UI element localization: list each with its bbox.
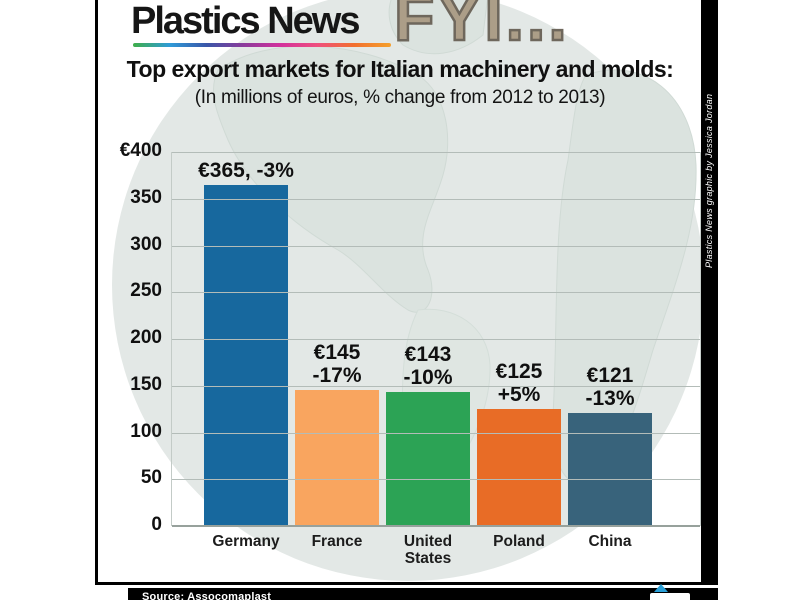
gridline [172, 198, 700, 200]
y-axis-tick-label: 250 [130, 280, 162, 302]
social-icon [654, 584, 668, 592]
gridline [172, 339, 700, 340]
bar-china: €121 -13% [568, 364, 652, 526]
bar-group-france: €145 -17% France [295, 152, 379, 550]
value-text: €145 [313, 341, 361, 365]
y-axis-tick-label: 150 [130, 373, 162, 395]
value-text: €125 [495, 360, 543, 384]
x-axis-label-china: China [588, 533, 632, 550]
gridline [172, 385, 700, 387]
source-bar: Source: Assocomaplast [128, 584, 718, 600]
pct-change-text: +5% [497, 383, 541, 407]
greenland-shape [388, 0, 488, 55]
pct-change-text: -17% [312, 364, 362, 388]
bar-value-label: €145 -17% [312, 341, 361, 387]
bar-value-label: €365, -3% [198, 159, 294, 182]
x-axis-label-united-states: United States [403, 533, 453, 567]
gridline [172, 152, 700, 153]
y-axis-tick-label: 200 [130, 327, 162, 348]
bar-france: €145 -17% [295, 341, 379, 526]
x-axis-label-france: France [311, 533, 363, 550]
value-text: €143 [404, 343, 452, 367]
chart-title: Top export markets for Italian machinery… [126, 56, 674, 82]
rainbow-underline [133, 43, 391, 47]
bar-germany: €365, -3% [198, 159, 294, 526]
y-axis-tick-label: €400 [119, 140, 162, 161]
x-axis-label-germany: Germany [212, 533, 280, 550]
y-axis-tick-label: 100 [130, 420, 162, 442]
gridline [172, 525, 700, 527]
pct-change-text: -10% [403, 366, 453, 390]
bar-united-states: €143 -10% [386, 343, 470, 526]
y-axis-tick-label: 0 [151, 514, 162, 535]
bar-chart-plot-area: €365, -3% Germany €145 -17% France [120, 140, 701, 567]
plastics-news-logo: Plastics News [131, 0, 391, 47]
gridline [172, 479, 700, 481]
social-chip-icon [650, 593, 690, 600]
x-axis-label-poland: Poland [493, 533, 545, 550]
infographic-frame: Plastics News FYI... Top export markets … [95, 0, 718, 585]
value-text: €121 [586, 363, 634, 387]
gridline [172, 432, 700, 434]
brand-name: Plastics News [131, 0, 360, 42]
y-axis-tick-label: 350 [130, 186, 162, 208]
fyi-label: FYI... [393, 0, 570, 54]
bar-value-label: €143 -10% [403, 343, 452, 389]
bar-group-china: €121 -13% China [568, 152, 652, 550]
gridline [172, 245, 700, 247]
y-axis-tick-label: 50 [140, 467, 162, 489]
chart-subtitle: (In millions of euros, % change from 201… [194, 87, 606, 108]
graphic-credit: Plastics News graphic by Jessica Jordan [704, 93, 714, 268]
bar-poland: €125 +5% [477, 360, 561, 526]
bar-value-label: €121 -13% [585, 364, 634, 410]
value-text: €365, -3% [198, 158, 294, 182]
pct-change-text: -13% [585, 386, 635, 410]
y-axis-tick-label: 300 [130, 233, 162, 255]
bar-group-germany: €365, -3% Germany [198, 152, 294, 550]
bar-group-united-states: €143 -10% United States [386, 152, 470, 567]
gridline [172, 292, 700, 294]
credit-strip: Plastics News graphic by Jessica Jordan [701, 0, 715, 582]
bar-value-label: €125 +5% [496, 360, 543, 406]
source-label: Source: Assocomaplast [142, 591, 272, 600]
bar-group-poland: €125 +5% Poland [477, 152, 561, 550]
